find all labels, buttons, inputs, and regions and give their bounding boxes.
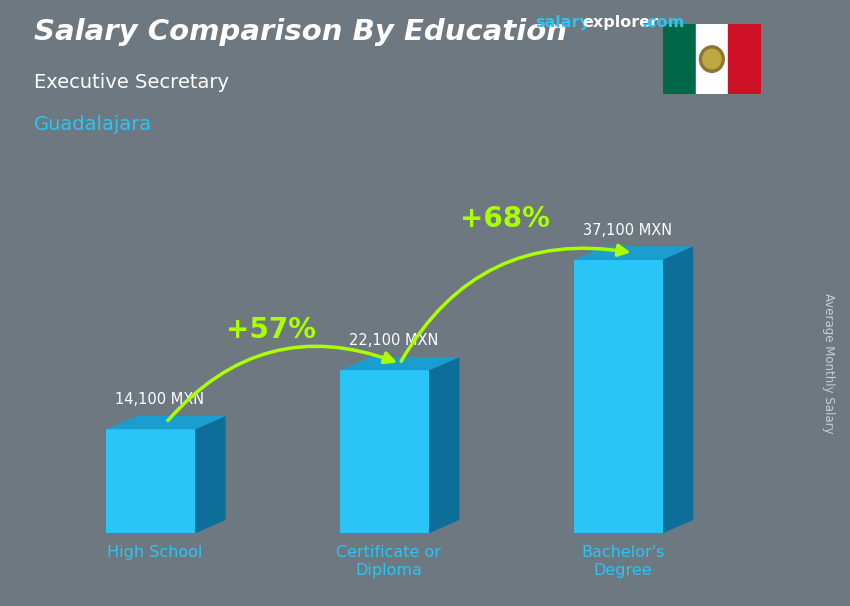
Text: Executive Secretary: Executive Secretary (34, 73, 229, 92)
Bar (574, 259, 663, 533)
Text: High School: High School (107, 545, 203, 561)
Text: +57%: +57% (226, 316, 316, 344)
Polygon shape (340, 357, 459, 370)
Bar (663, 24, 695, 94)
Bar (340, 370, 429, 533)
Polygon shape (106, 416, 225, 429)
Polygon shape (574, 246, 693, 259)
Bar (728, 24, 761, 94)
Polygon shape (429, 357, 459, 533)
Text: 14,100 MXN: 14,100 MXN (116, 393, 205, 407)
Polygon shape (663, 246, 693, 533)
Text: Guadalajara: Guadalajara (34, 115, 152, 134)
Text: explorer: explorer (582, 15, 659, 30)
Text: Average Monthly Salary: Average Monthly Salary (822, 293, 836, 434)
Text: salary: salary (536, 15, 591, 30)
Polygon shape (196, 416, 225, 533)
Bar (106, 429, 196, 533)
Bar (695, 24, 728, 94)
Text: Certificate or
Diploma: Certificate or Diploma (337, 545, 441, 578)
Circle shape (703, 49, 721, 69)
Text: 37,100 MXN: 37,100 MXN (583, 223, 672, 238)
Text: +68%: +68% (460, 205, 550, 233)
Text: 22,100 MXN: 22,100 MXN (349, 333, 439, 348)
Circle shape (700, 46, 724, 72)
Text: .com: .com (642, 15, 685, 30)
Text: Bachelor's
Degree: Bachelor's Degree (581, 545, 665, 578)
Text: Salary Comparison By Education: Salary Comparison By Education (34, 18, 567, 46)
